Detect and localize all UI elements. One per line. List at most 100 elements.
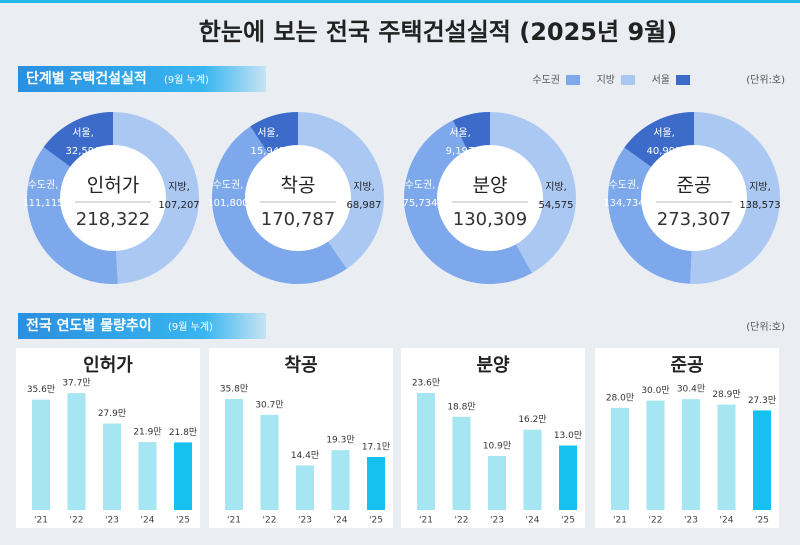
bar (225, 399, 243, 510)
x-tick-label: '23 (105, 516, 119, 526)
donut-title: 인허가 (87, 175, 139, 197)
value-label: 35.6만 (27, 384, 55, 395)
bar (417, 392, 435, 510)
slice-value: 32,596 (66, 146, 101, 157)
bar (260, 414, 279, 510)
section-banner (18, 313, 266, 339)
x-tick-label: '21 (227, 516, 241, 526)
slice-label: 수도권, (609, 179, 640, 191)
bar (559, 445, 577, 510)
x-tick-label: '23 (298, 516, 312, 526)
bar (682, 399, 700, 510)
x-tick-label: '25 (755, 516, 769, 526)
slice-label: 서울, (257, 127, 279, 139)
value-label: 28.0만 (606, 392, 634, 403)
x-tick-label: '21 (419, 516, 433, 526)
bar (646, 400, 665, 510)
value-label: 18.8만 (447, 401, 475, 412)
value-label: 30.0만 (641, 385, 669, 396)
page-title: 한눈에 보는 전국 주택건설실적 (2025년 9월) (199, 18, 677, 46)
donut-hole (60, 145, 166, 251)
donut-slice (690, 112, 780, 284)
donut-slice (453, 112, 490, 152)
value-label: 30.4만 (677, 384, 705, 395)
bar (296, 465, 314, 510)
bar (174, 442, 192, 510)
slice-label: 지방, (353, 181, 375, 193)
donut-slice (43, 112, 113, 168)
legend-swatch (621, 75, 635, 85)
bar (367, 456, 385, 510)
x-tick-label: '21 (613, 516, 627, 526)
value-label: 35.8만 (220, 384, 248, 395)
slice-label: 지방, (749, 181, 771, 193)
bar (753, 410, 771, 510)
panel-title: 분양 (476, 355, 510, 376)
slice-label: 서울, (653, 127, 675, 139)
donut-slice (298, 112, 384, 269)
bar (488, 455, 506, 510)
slice-label: 서울, (449, 127, 471, 139)
slice-value: 9,197 (446, 146, 475, 157)
bar (523, 429, 542, 510)
donut-slice (26, 112, 118, 284)
slice-value: 15,942 (251, 146, 286, 157)
bar (331, 450, 350, 510)
value-label: 27.9만 (98, 408, 126, 419)
donut-slice (211, 112, 347, 284)
slice-label: 수도권, (28, 179, 59, 191)
slice-label: 수도권, (213, 179, 244, 191)
x-tick-label: '22 (649, 516, 663, 526)
value-label: 13.0만 (554, 430, 582, 441)
value-label: 14.4만 (291, 450, 319, 461)
donut-slice (607, 112, 694, 284)
value-label: 21.9만 (133, 427, 161, 438)
slice-label: 수도권, (405, 179, 436, 191)
slice-value: 138,573 (739, 200, 780, 211)
x-tick-label: '23 (684, 516, 698, 526)
donut-slice (490, 112, 576, 274)
legend: 수도권 지방 서울 (532, 74, 690, 86)
donut-hole (641, 145, 747, 251)
bar (103, 423, 121, 510)
value-label: 10.9만 (483, 440, 511, 451)
slice-value: 111,115 (22, 198, 63, 209)
panel-title: 인허가 (83, 355, 133, 376)
panel-title: 착공 (284, 355, 317, 376)
legend-label: 지방 (597, 74, 615, 86)
slice-value: 68,987 (347, 200, 382, 211)
x-tick-label: '25 (369, 516, 383, 526)
value-label: 23.6만 (412, 377, 440, 388)
legend-label: 수도권 (532, 74, 560, 86)
donut-total: 218,322 (76, 209, 150, 230)
legend-label: 서울 (652, 74, 670, 86)
bar (67, 393, 86, 510)
unit-label: (단위:호) (746, 320, 785, 333)
section-title: 단계별 주택건설실적 (26, 70, 147, 87)
x-tick-label: '24 (526, 516, 540, 526)
donut-total: 273,307 (657, 209, 731, 230)
section-note: (9월 누계) (164, 74, 209, 86)
slice-value: 75,734 (403, 198, 438, 209)
x-tick-label: '23 (490, 516, 504, 526)
slice-label: 서울, (72, 127, 94, 139)
value-label: 28.9만 (712, 389, 740, 400)
slice-label: 지방, (545, 181, 567, 193)
slice-value: 54,575 (539, 200, 574, 211)
x-tick-label: '24 (334, 516, 348, 526)
legend-swatch (566, 75, 580, 85)
donut-hole (437, 145, 543, 251)
donut-total: 170,787 (261, 209, 335, 230)
x-tick-label: '22 (70, 516, 84, 526)
donut-slice (113, 112, 199, 284)
value-label: 37.7만 (62, 378, 90, 389)
value-label: 21.8만 (169, 427, 197, 438)
slice-value: 40,993 (647, 146, 682, 157)
x-tick-label: '25 (561, 516, 575, 526)
unit-label: (단위:호) (746, 73, 785, 86)
x-tick-label: '21 (34, 516, 48, 526)
top-border (0, 0, 800, 3)
slice-label: 지방, (168, 181, 190, 193)
